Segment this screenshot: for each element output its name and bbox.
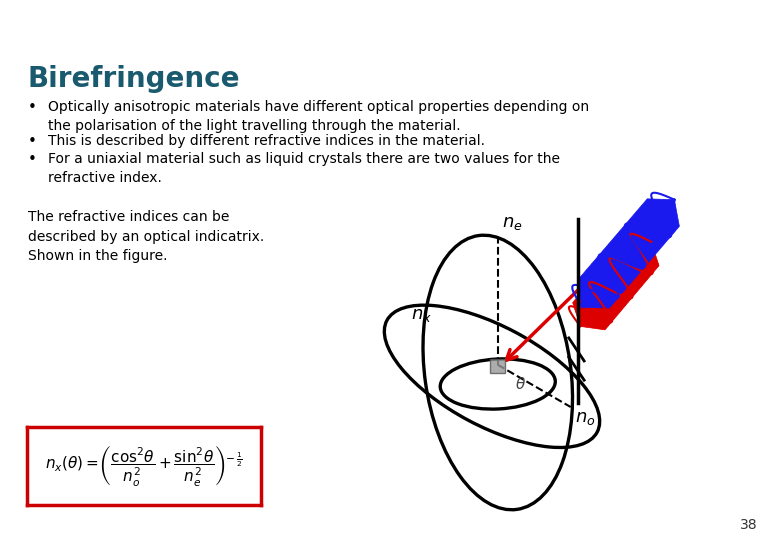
Polygon shape	[573, 239, 659, 330]
Text: •: •	[28, 100, 37, 115]
Text: •: •	[28, 152, 37, 167]
Text: For a uniaxial material such as liquid crystals there are two values for the
ref: For a uniaxial material such as liquid c…	[48, 152, 560, 185]
Text: This is described by different refractive indices in the material.: This is described by different refractiv…	[48, 134, 485, 148]
Text: •: •	[28, 134, 37, 149]
Text: $n_o$: $n_o$	[575, 409, 595, 427]
Text: $\theta$: $\theta$	[515, 376, 526, 392]
Bar	[490, 359, 505, 373]
Text: ▲UCL: ▲UCL	[679, 14, 760, 42]
Polygon shape	[577, 199, 679, 308]
Text: $n_e$: $n_e$	[502, 214, 523, 232]
Text: Optically anisotropic materials have different optical properties depending on
t: Optically anisotropic materials have dif…	[48, 100, 589, 133]
Text: $n_x$: $n_x$	[412, 306, 432, 324]
Text: $n_x(\theta)=\!\left(\dfrac{\cos^2\!\theta}{n_o^2}+\dfrac{\sin^2\!\theta}{n_e^2}: $n_x(\theta)=\!\left(\dfrac{\cos^2\!\the…	[45, 443, 243, 488]
Text: Birefringence: Birefringence	[28, 65, 240, 93]
Text: The refractive indices can be
described by an optical indicatrix.
Shown in the f: The refractive indices can be described …	[28, 210, 264, 263]
Text: 38: 38	[740, 518, 758, 532]
